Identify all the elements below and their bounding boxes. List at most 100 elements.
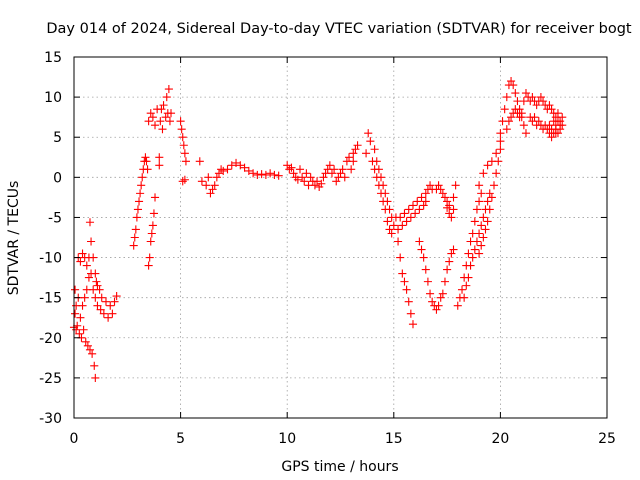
data-point	[479, 169, 488, 178]
data-point	[287, 163, 296, 172]
data-point	[145, 253, 154, 262]
data-point	[502, 93, 511, 102]
data-point	[202, 181, 211, 190]
y-tick-label: -25	[39, 371, 62, 387]
data-point	[101, 297, 111, 306]
grid	[74, 57, 607, 418]
data-point	[470, 245, 479, 254]
data-point	[312, 177, 322, 186]
data-point	[468, 253, 477, 262]
data-point	[398, 269, 407, 278]
data-point	[509, 81, 518, 90]
data-point	[133, 205, 143, 214]
data-point	[366, 137, 375, 146]
data-point	[149, 209, 158, 218]
data-point	[530, 113, 539, 122]
data-point	[349, 157, 358, 166]
data-point	[498, 117, 507, 126]
data-point	[457, 285, 467, 294]
data-point	[344, 153, 354, 162]
data-point	[261, 170, 270, 179]
data-point	[396, 253, 405, 262]
data-point	[195, 157, 204, 166]
y-tick-label: 5	[53, 130, 62, 146]
x-tick-label: 0	[70, 431, 79, 447]
data-point	[489, 181, 499, 190]
data-point	[91, 293, 100, 302]
data-point	[449, 193, 458, 202]
data-point	[464, 273, 473, 282]
data-point	[143, 165, 152, 174]
data-point	[519, 121, 528, 130]
data-point	[381, 189, 390, 198]
data-point	[385, 205, 394, 214]
data-point	[485, 205, 494, 214]
data-point	[150, 121, 160, 130]
data-point	[402, 285, 411, 294]
data-point	[179, 141, 188, 150]
data-point	[97, 293, 106, 302]
data-point	[517, 109, 526, 118]
data-point	[85, 218, 95, 227]
data-point	[398, 221, 407, 230]
data-point	[148, 113, 157, 122]
data-point	[477, 241, 486, 250]
data-point	[71, 309, 80, 318]
x-tick-label: 15	[385, 431, 403, 447]
data-point	[347, 165, 356, 174]
data-point	[500, 105, 509, 114]
data-point	[389, 221, 398, 230]
data-point	[400, 277, 409, 286]
data-point	[155, 161, 164, 170]
data-point	[408, 320, 418, 329]
data-point	[547, 133, 556, 142]
data-point	[93, 301, 102, 310]
data-point	[372, 157, 381, 166]
data-point	[521, 129, 531, 138]
data-point	[553, 109, 563, 118]
data-point	[447, 213, 456, 222]
data-point	[106, 301, 115, 310]
data-point	[411, 209, 420, 218]
data-point	[138, 173, 147, 182]
data-point	[406, 213, 415, 222]
y-tick-label: 10	[44, 90, 62, 106]
data-point	[91, 269, 100, 278]
data-point	[89, 253, 98, 262]
data-point	[162, 93, 171, 102]
data-point	[370, 145, 379, 154]
data-point	[99, 309, 108, 318]
data-point	[487, 193, 496, 202]
data-point	[249, 169, 258, 178]
y-tick-label: 15	[44, 50, 62, 66]
data-point	[96, 305, 105, 314]
data-point	[148, 221, 157, 230]
data-point	[73, 321, 82, 330]
data-point	[438, 289, 447, 298]
data-point	[112, 292, 121, 301]
x-tick-label: 25	[598, 431, 616, 447]
data-point	[300, 177, 309, 186]
data-point	[165, 117, 174, 126]
data-point	[82, 261, 91, 270]
data-point	[304, 181, 313, 190]
data-point	[159, 101, 168, 110]
data-point	[502, 125, 511, 134]
data-point	[150, 193, 160, 202]
data-point	[210, 181, 219, 190]
y-tick-label: -20	[39, 331, 62, 347]
data-point	[362, 149, 371, 158]
data-point	[396, 213, 405, 222]
data-point	[270, 170, 279, 179]
data-point	[464, 249, 473, 258]
data-point	[483, 161, 492, 170]
data-point	[227, 161, 236, 170]
data-point	[492, 169, 501, 178]
data-point	[468, 229, 477, 238]
data-point	[89, 285, 98, 294]
data-point	[417, 193, 426, 202]
data-point	[479, 233, 488, 242]
data-point	[164, 85, 173, 94]
data-point	[551, 129, 560, 138]
data-point	[449, 245, 458, 254]
